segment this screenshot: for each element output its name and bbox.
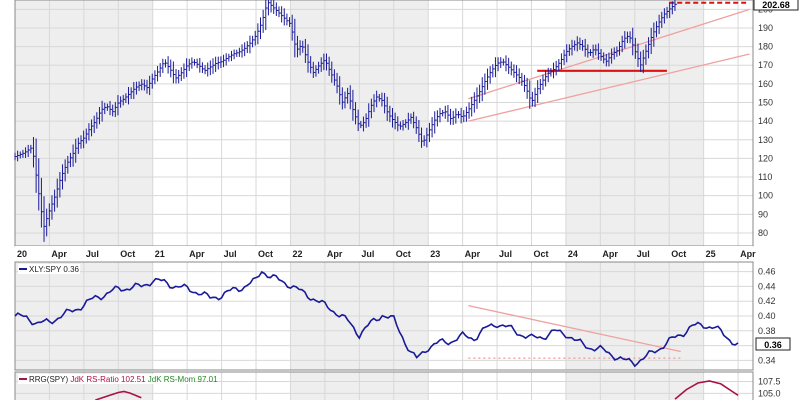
y-tick-label: 110 bbox=[758, 172, 772, 182]
x-tick-label: 22 bbox=[292, 249, 302, 259]
y-tick-label: 0.42 bbox=[758, 296, 776, 306]
x-tick-label: Jul bbox=[361, 249, 374, 259]
x-tick-label: 20 bbox=[17, 249, 27, 259]
rrg-legend-ratio: JdK RS-Ratio 102.51 bbox=[70, 375, 146, 384]
x-axis: 20 Apr Jul Oct 21 Apr Jul Oct 22 Apr Jul Oct 23 Apr Ju… bbox=[15, 246, 756, 260]
y-tick-label: 130 bbox=[758, 135, 773, 145]
y-tick-label: 100 bbox=[758, 191, 773, 201]
y-tick-label: 190 bbox=[758, 23, 773, 33]
y-tick-label: 160 bbox=[758, 79, 773, 89]
x-tick-label: 21 bbox=[155, 249, 165, 259]
trendline-down-trend bbox=[468, 305, 681, 353]
x-axis-band bbox=[15, 246, 753, 260]
x-tick-label: Apr bbox=[51, 249, 67, 259]
rrg-legend-prefix: RRG(SPY) bbox=[29, 375, 68, 384]
x-tick-label: Apr bbox=[327, 249, 343, 259]
x-tick-label: Jul bbox=[86, 249, 99, 259]
ratio-trendlines bbox=[468, 305, 681, 359]
price-panel: 8090100110120130140150160170180190200 20… bbox=[14, 0, 799, 247]
y-tick-label: 80 bbox=[758, 228, 768, 238]
ratio-axis-labels: 0.340.360.380.400.420.440.46 bbox=[758, 267, 776, 366]
ratio-series-line bbox=[14, 270, 739, 368]
ratio-grid bbox=[15, 262, 753, 370]
x-tick-label: 25 bbox=[706, 249, 716, 259]
y-tick-label: 105.0 bbox=[758, 388, 781, 398]
price-series bbox=[14, 0, 677, 242]
x-tick-label: Apr bbox=[602, 249, 618, 259]
ratio-last-value: 0.36 bbox=[764, 340, 782, 350]
x-tick-label: 24 bbox=[568, 249, 578, 259]
x-tick-label: Oct bbox=[533, 249, 548, 259]
trendline-lower-trend bbox=[468, 53, 750, 122]
rrg-series-line bbox=[95, 380, 739, 400]
y-tick-label: 150 bbox=[758, 98, 773, 108]
x-tick-label: Oct bbox=[120, 249, 135, 259]
y-tick-label: 0.44 bbox=[758, 281, 776, 291]
rrg-plot-border bbox=[14, 371, 754, 400]
price-last-value: 202.68 bbox=[762, 0, 790, 10]
y-tick-label: 90 bbox=[758, 209, 768, 219]
x-tick-label: Jul bbox=[499, 249, 512, 259]
rrg-legend-text: RRG(SPY) JdK RS-Ratio 102.51 JdK RS-Mom … bbox=[29, 375, 218, 384]
y-tick-label: 0.46 bbox=[758, 267, 776, 277]
rrg-legend: RRG(SPY) JdK RS-Ratio 102.51 JdK RS-Mom … bbox=[18, 374, 218, 384]
x-tick-label: Jul bbox=[637, 249, 650, 259]
price-last-value-box: 202.68 bbox=[753, 0, 799, 11]
ratio-legend: XLY:SPY 0.36 bbox=[18, 264, 80, 274]
y-tick-label: 107.5 bbox=[758, 377, 781, 387]
y-tick-label: 0.38 bbox=[758, 326, 776, 336]
ratio-legend-text: XLY:SPY 0.36 bbox=[29, 265, 80, 274]
x-tick-label: Oct bbox=[258, 249, 273, 259]
y-tick-label: 180 bbox=[758, 42, 773, 52]
x-tick-labels: 20 Apr Jul Oct 21 Apr Jul Oct 22 Apr Jul Oct 23 Apr Ju… bbox=[17, 249, 756, 259]
x-tick-label: Apr bbox=[740, 249, 756, 259]
y-tick-label: 0.40 bbox=[758, 311, 776, 321]
y-tick-label: 140 bbox=[758, 116, 773, 126]
y-tick-label: 170 bbox=[758, 60, 773, 70]
x-tick-label: Oct bbox=[671, 249, 686, 259]
x-tick-label: Apr bbox=[465, 249, 481, 259]
x-tick-label: Jul bbox=[224, 249, 237, 259]
x-tick-label: 23 bbox=[430, 249, 440, 259]
rrg-legend-mom: JdK RS-Mom 97.01 bbox=[148, 375, 218, 384]
ratio-last-value-box: 0.36 bbox=[755, 337, 791, 351]
y-tick-label: 0.34 bbox=[758, 355, 776, 365]
price-grid bbox=[15, 0, 753, 246]
ratio-panel: 0.34 0.36 0.38 0.40 0.42 0.44 0.46 XLY:SPY 0.3… bbox=[14, 261, 791, 371]
x-tick-label: Oct bbox=[396, 249, 411, 259]
x-tick-label: Apr bbox=[189, 249, 205, 259]
y-tick-label: 120 bbox=[758, 153, 773, 163]
